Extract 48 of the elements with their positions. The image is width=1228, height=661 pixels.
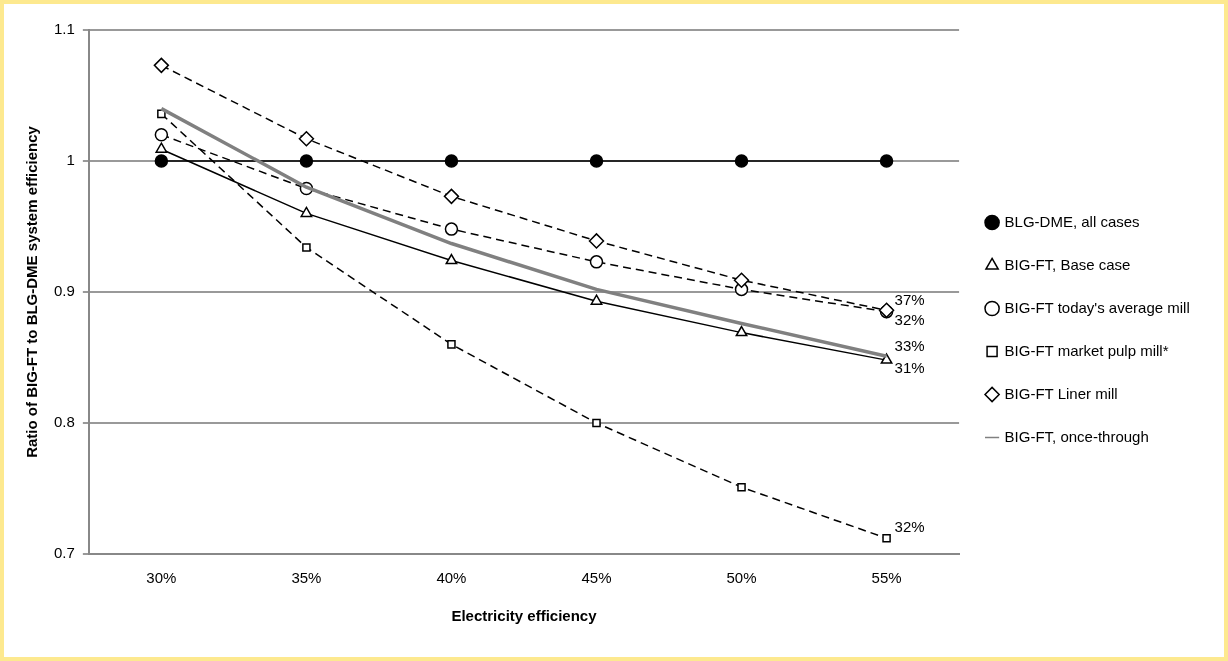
- point: [737, 482, 746, 492]
- point: [445, 253, 458, 265]
- point: [443, 188, 460, 205]
- point: [879, 154, 894, 168]
- point: [154, 154, 169, 168]
- y-tick-label: 0.7: [53, 544, 75, 562]
- point: [733, 272, 750, 288]
- y-tick-label: 0.8: [53, 413, 75, 431]
- annotation: 32%: [894, 518, 925, 536]
- point: [590, 294, 603, 305]
- point: [588, 233, 605, 249]
- x-tick-label: 45%: [581, 569, 612, 587]
- y-axis-title: Ratio of BIG-FT to BLG-DME system efficiency: [23, 125, 41, 458]
- point: [299, 154, 314, 168]
- legend-label: BIG-FT Liner mill: [1004, 384, 1118, 402]
- annotation: 32%: [894, 310, 925, 328]
- legend-label: BIG-FT, Base case: [1004, 255, 1131, 273]
- point: [300, 206, 313, 218]
- point: [447, 340, 456, 349]
- point: [735, 325, 748, 337]
- annotation: 31%: [894, 359, 925, 377]
- point: [589, 154, 604, 168]
- point: [302, 243, 311, 252]
- point: [155, 142, 168, 153]
- annotation: 37%: [894, 291, 925, 309]
- point: [153, 57, 170, 74]
- legend-label: BIG-FT, once-through: [1004, 427, 1149, 445]
- point: [589, 255, 604, 269]
- point: [444, 154, 459, 168]
- x-tick-label: 35%: [291, 569, 322, 587]
- y-tick-label: 1.1: [53, 20, 75, 38]
- y-tick-label: 0.9: [53, 282, 75, 300]
- legend-label: BIG-FT market pulp mill*: [1004, 341, 1169, 359]
- point: [298, 130, 315, 147]
- point: [882, 533, 891, 543]
- x-tick-label: 40%: [436, 569, 467, 587]
- legend-label: BIG-FT today's average mill: [1004, 298, 1190, 316]
- legend-label: BLG-DME, all cases: [1004, 212, 1140, 230]
- x-tick-label: 30%: [146, 569, 177, 587]
- x-axis-title: Electricity efficiency: [451, 607, 598, 625]
- y-tick-label: 1: [66, 151, 75, 169]
- x-tick-label: 55%: [871, 569, 902, 587]
- point: [444, 222, 459, 236]
- point: [734, 154, 749, 168]
- point: [592, 418, 601, 428]
- x-tick-label: 50%: [726, 569, 757, 587]
- annotation: 33%: [894, 337, 925, 355]
- point: [154, 128, 169, 142]
